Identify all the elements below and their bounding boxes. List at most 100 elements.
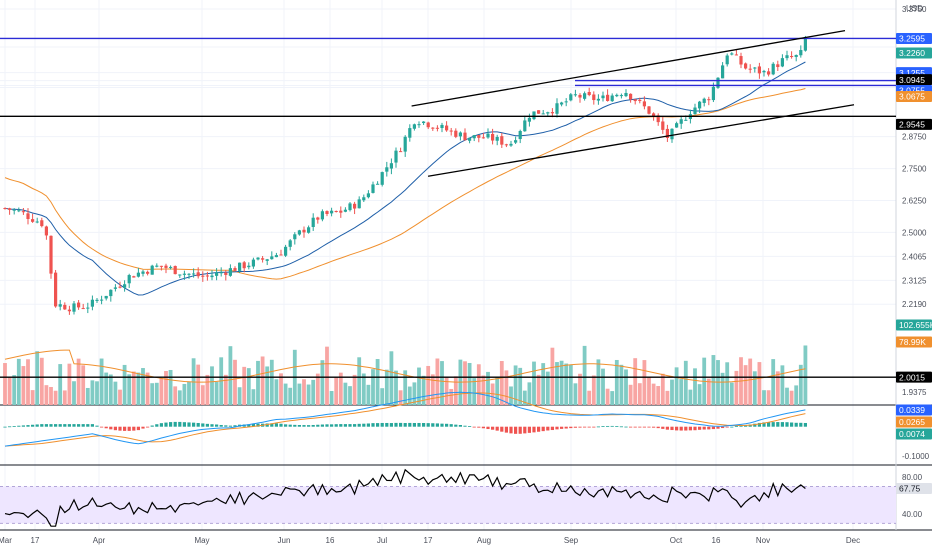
volume-bar: [81, 365, 86, 405]
price-axis-tick: 2.8750: [902, 133, 927, 142]
price-badge: 3.0675: [896, 90, 932, 102]
candle-body: [495, 136, 499, 141]
candle-body: [518, 131, 522, 140]
candle-body: [293, 234, 297, 240]
candle-body: [698, 101, 702, 109]
volume-bar: [90, 380, 95, 405]
macd-histogram-bar: [123, 426, 127, 431]
candle-body: [527, 117, 531, 122]
volume-bar: [403, 370, 408, 405]
volume-bar: [582, 345, 587, 405]
volume-bar: [605, 388, 610, 405]
candle-body: [532, 111, 536, 120]
candle-body: [537, 110, 541, 114]
volume-bar: [743, 365, 748, 405]
macd-histogram-bar: [178, 421, 182, 427]
candle-body: [136, 272, 140, 277]
macd-histogram-bar: [619, 426, 623, 428]
time-axis-label: 17: [31, 536, 40, 545]
candle-body: [596, 98, 600, 101]
volume-bar: [200, 385, 205, 405]
macd-histogram-bar: [325, 424, 329, 427]
candle-body: [624, 92, 628, 97]
macd-histogram-bar: [146, 426, 150, 428]
candle-body: [265, 259, 269, 261]
volume-bar: [12, 375, 17, 405]
candle-body: [35, 221, 39, 223]
candle-body: [219, 272, 223, 274]
candle-body: [652, 113, 656, 117]
macd-histogram-bar: [279, 423, 283, 427]
macd-histogram-bar: [587, 426, 591, 428]
volume-bar: [596, 359, 601, 405]
volume-bar: [246, 368, 251, 405]
macd-histogram-bar: [67, 424, 71, 427]
macd-badge: 0.0339: [896, 404, 932, 416]
volume-bar: [7, 377, 12, 405]
volume-bar: [49, 386, 53, 405]
macd-histogram-bar: [615, 426, 619, 427]
volume-bar: [26, 359, 30, 405]
macd-histogram-bar: [293, 424, 297, 427]
candle-body: [799, 50, 803, 56]
volume-bar: [421, 375, 426, 405]
candle-body: [587, 91, 591, 96]
candle-body: [426, 122, 430, 128]
macd-histogram-bar: [633, 426, 637, 428]
volume-bar: [522, 390, 527, 405]
macd-histogram-bar: [514, 426, 518, 434]
macd-histogram-bar: [564, 426, 568, 429]
volume-bar: [601, 368, 605, 405]
candle-body: [693, 107, 697, 115]
volume-bar: [384, 369, 389, 405]
volume-bar: [187, 381, 191, 405]
macd-histogram-bar: [109, 426, 113, 430]
macd-histogram-bar: [780, 422, 784, 427]
volume-bar: [131, 371, 136, 405]
candle-body: [477, 134, 481, 138]
macd-histogram-bar: [357, 423, 361, 427]
candle-body: [458, 132, 462, 137]
macd-histogram-bar: [353, 424, 357, 427]
volume-bar: [591, 375, 596, 405]
macd-histogram-bar: [334, 424, 338, 427]
macd-histogram-bar: [385, 422, 389, 427]
badge-value: 2.0015: [899, 372, 925, 382]
volume-bar: [182, 383, 187, 405]
badge-background: [896, 404, 932, 416]
volume-bar: [430, 374, 435, 405]
macd-histogram-bar: [454, 424, 458, 427]
macd-histogram-bar: [31, 424, 35, 427]
volume-bar: [481, 375, 486, 405]
candle-body: [679, 119, 683, 124]
macd-histogram-bar: [679, 426, 683, 431]
price-axis-tick: 2.4065: [902, 252, 927, 261]
candle-body: [72, 303, 76, 312]
volume-bar: [256, 360, 260, 405]
candle-body: [164, 265, 168, 268]
candle-body: [251, 259, 255, 267]
macd-histogram-bar: [426, 423, 430, 427]
volume-bar: [679, 379, 684, 405]
macd-histogram-bar: [366, 423, 370, 427]
volume-bar: [325, 346, 329, 405]
volume-bar: [380, 388, 385, 405]
candle-body: [541, 113, 545, 115]
candle-body: [155, 265, 159, 267]
macd-histogram-bar: [422, 422, 426, 427]
macd-histogram-bar: [348, 424, 352, 427]
candle-body: [330, 210, 334, 214]
volume-bar: [205, 374, 210, 405]
volume-bar: [683, 360, 688, 405]
macd-histogram-bar: [113, 426, 117, 431]
macd-histogram-bar: [40, 424, 44, 427]
price-badge: 3.2595: [896, 32, 932, 44]
candle-body: [523, 120, 527, 132]
volume-bar: [104, 372, 109, 405]
candle-body: [610, 95, 614, 102]
candle-body: [49, 235, 53, 274]
macd-histogram-bar: [629, 426, 633, 428]
candle-body: [684, 119, 688, 121]
candle-body: [288, 240, 292, 247]
